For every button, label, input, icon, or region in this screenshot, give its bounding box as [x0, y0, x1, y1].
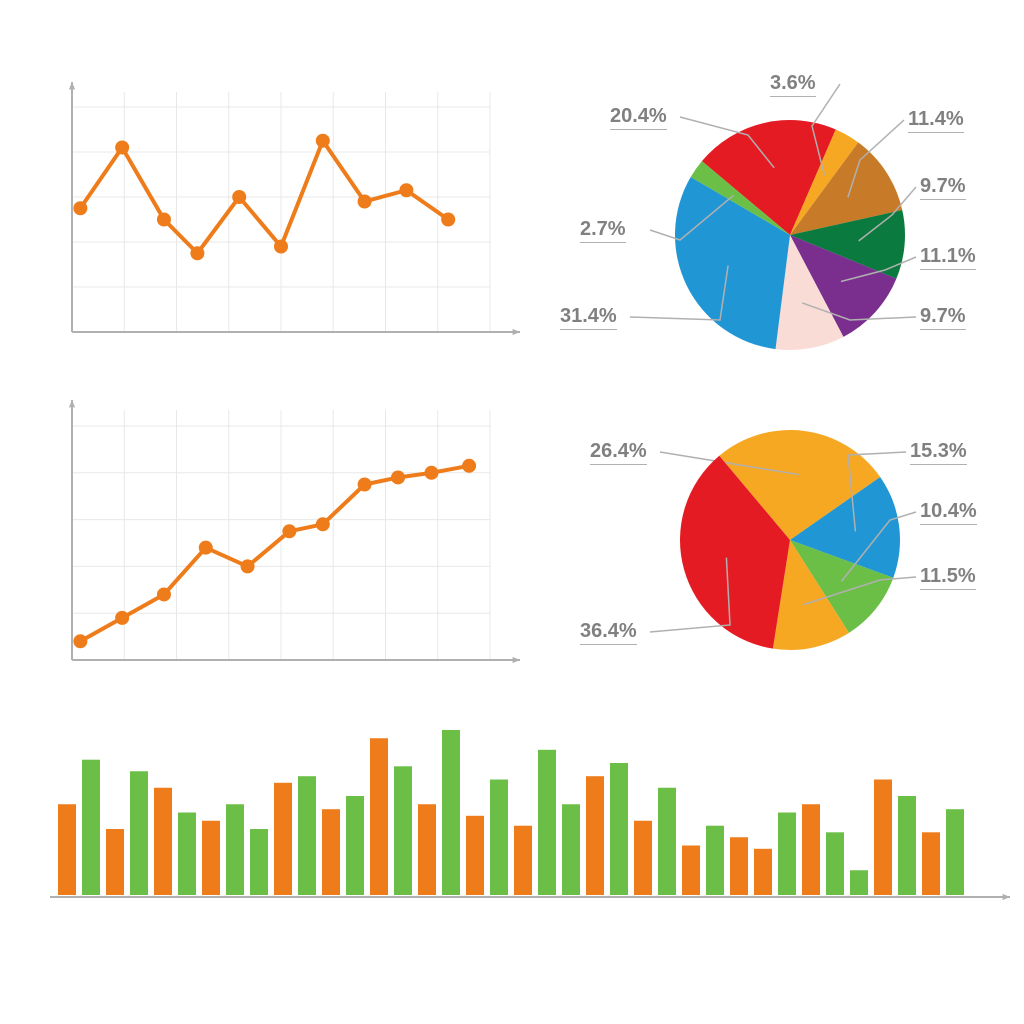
pie-slice-label: 11.5%	[920, 565, 976, 590]
pie-chart-2	[0, 0, 1024, 700]
pie-slice-label: 10.4%	[920, 500, 977, 525]
bar-chart	[50, 720, 1020, 915]
chart-canvas: 20.4%3.6%11.4%9.7%11.1%9.7%31.4%2.7% 26.…	[0, 0, 1024, 1024]
pie-slice-label: 26.4%	[590, 440, 647, 465]
pie-slice-label: 15.3%	[910, 440, 967, 465]
pie-slice-label: 36.4%	[580, 620, 637, 645]
